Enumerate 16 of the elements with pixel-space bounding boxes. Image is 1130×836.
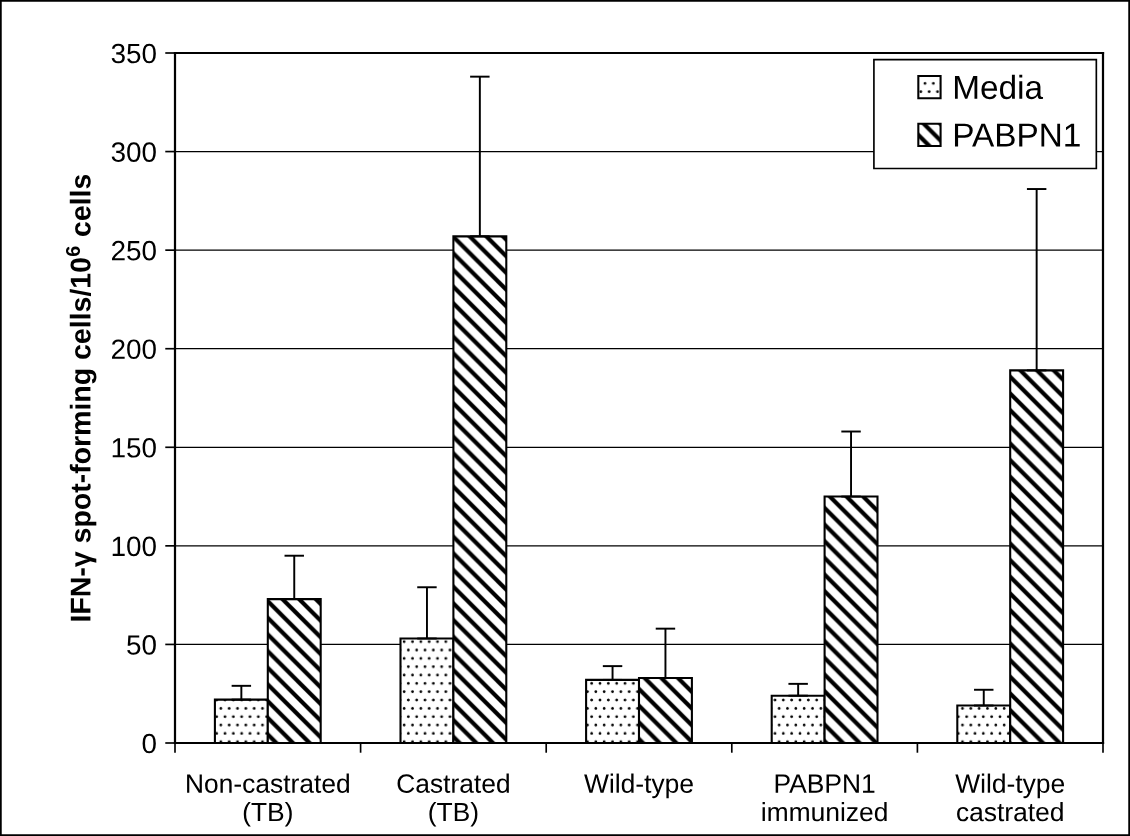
y-tick-label: 350 [111,43,156,64]
legend-label: Media [954,74,1044,100]
x-tick-label: Wild-type castrated [955,773,1065,822]
x-tick-label: Castrated (TB) [397,773,509,827]
x-tick-label: Non-castrated (TB) [187,773,349,827]
y-tick-label: 150 [112,437,156,458]
y-tick-label: 50 [127,635,156,655]
y-tick-label: 250 [112,240,156,261]
y-tick-label: 200 [112,339,156,360]
x-tick-label: Wild-type [584,773,693,799]
legend-label: PABPN1 [954,123,1080,147]
y-tick-label: 300 [111,142,156,162]
y-tick-label: 0 [142,733,156,754]
y-axis-title: IFN-γ spot-forming cells/10$^{6}$ cells [65,174,97,621]
y-tick-label: 100 [112,536,156,557]
x-tick-label: PABPN1 immunized [762,774,887,822]
